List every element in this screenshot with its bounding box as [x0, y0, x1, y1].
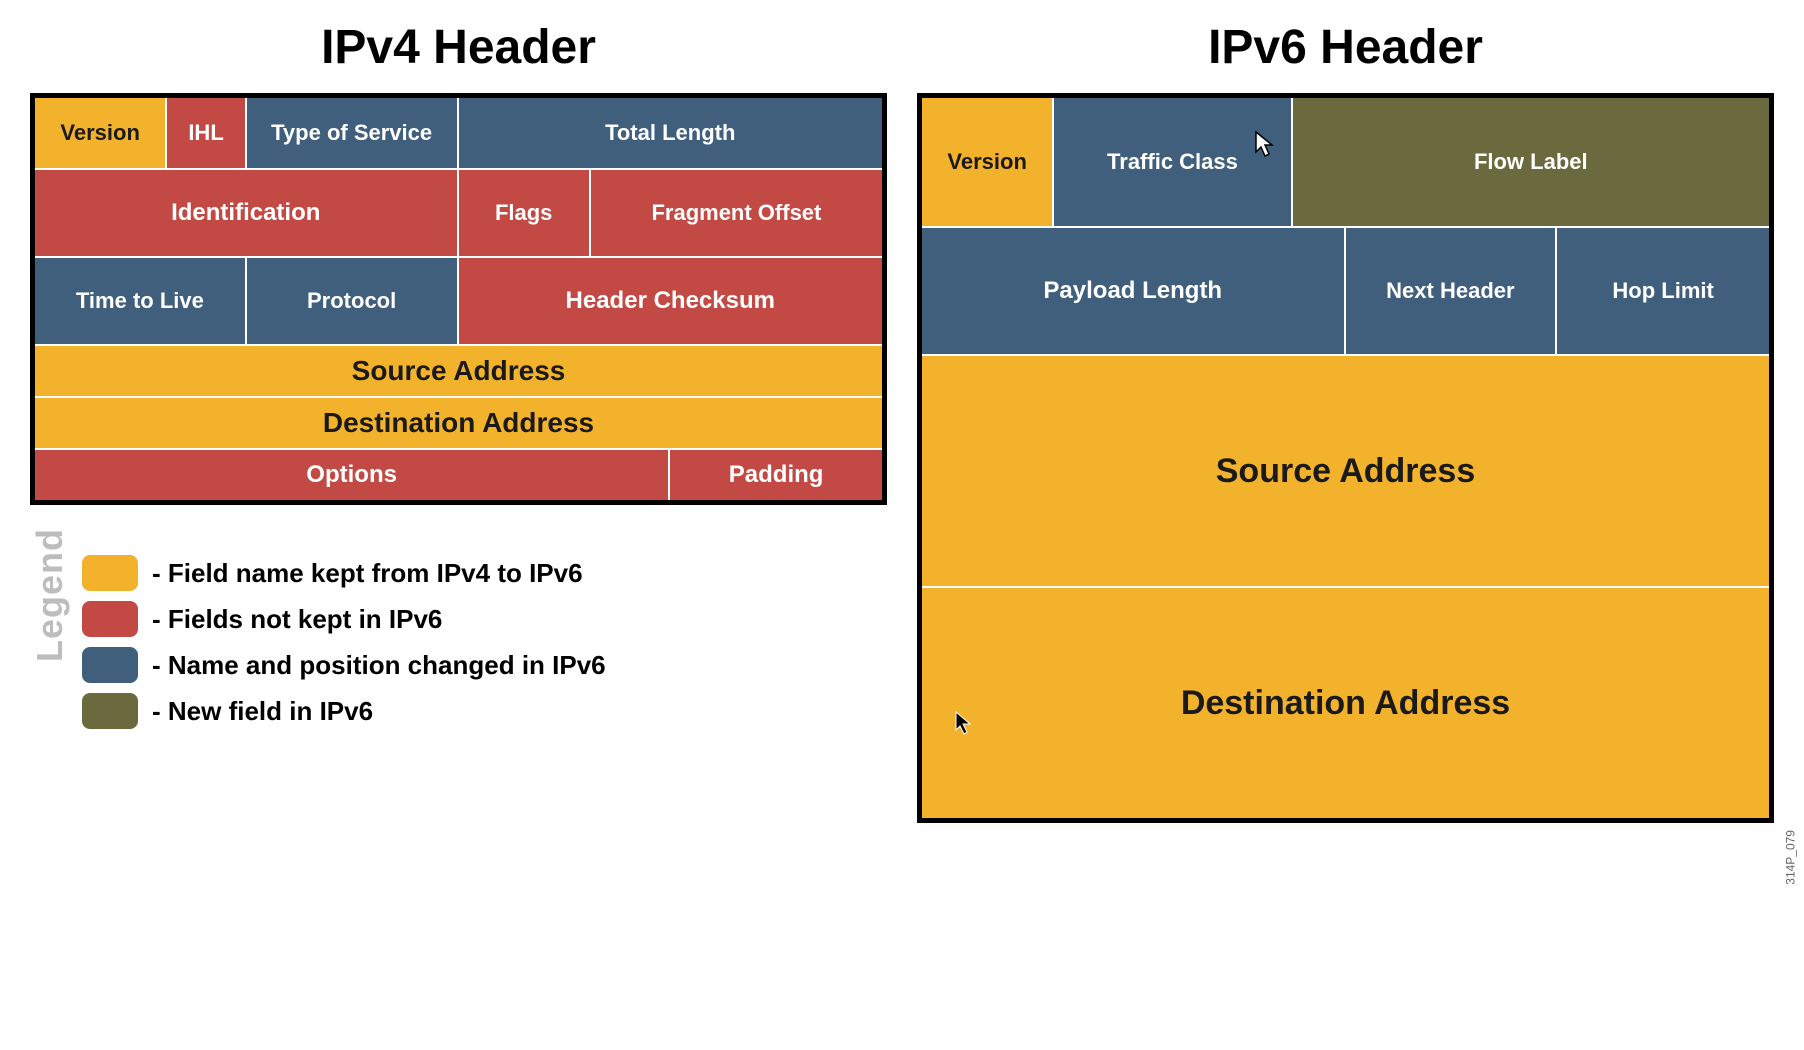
ipv4-field: Header Checksum [459, 258, 883, 344]
ipv6-field: Destination Address [922, 588, 1769, 818]
legend-label: Legend [29, 622, 71, 662]
ipv4-header-box: VersionIHLType of ServiceTotal LengthIde… [30, 93, 887, 505]
ipv4-field: IHL [167, 98, 246, 168]
ipv4-column: IPv4 Header VersionIHLType of ServiceTot… [30, 20, 887, 823]
legend-swatch [82, 693, 138, 729]
ipv4-field: Options [35, 450, 670, 500]
ipv6-row: VersionTraffic ClassFlow Label [922, 98, 1769, 226]
side-code: 314P_079 [1784, 830, 1798, 885]
ipv6-row: Destination Address [922, 586, 1769, 818]
ipv6-header-box: VersionTraffic ClassFlow LabelPayload Le… [917, 93, 1774, 823]
ipv6-field: Source Address [922, 356, 1769, 586]
ipv4-field: Padding [670, 450, 882, 500]
ipv4-row: IdentificationFlagsFragment Offset [35, 168, 882, 256]
ipv6-field: Payload Length [922, 228, 1346, 354]
ipv4-field: Destination Address [35, 398, 882, 448]
legend-text: - Field name kept from IPv4 to IPv6 [152, 558, 583, 589]
ipv6-title: IPv6 Header [917, 20, 1774, 75]
ipv4-title: IPv4 Header [30, 20, 887, 75]
ipv4-field: Type of Service [247, 98, 459, 168]
ipv6-field: Next Header [1346, 228, 1558, 354]
ipv4-field: Version [35, 98, 167, 168]
ipv4-field: Source Address [35, 346, 882, 396]
ipv4-field: Identification [35, 170, 459, 256]
legend-row: - Name and position changed in IPv6 [82, 647, 606, 683]
legend-items: - Field name kept from IPv4 to IPv6 - Fie… [82, 555, 606, 729]
ipv4-field: Protocol [247, 258, 459, 344]
legend-row: - Fields not kept in IPv6 [82, 601, 606, 637]
ipv6-row: Source Address [922, 354, 1769, 586]
ipv6-row: Payload LengthNext HeaderHop Limit [922, 226, 1769, 354]
ipv4-row: VersionIHLType of ServiceTotal Length [35, 98, 882, 168]
ipv6-field: Version [922, 98, 1054, 226]
ipv4-field: Fragment Offset [591, 170, 882, 256]
ipv6-field: Hop Limit [1557, 228, 1769, 354]
ipv6-column: IPv6 Header VersionTraffic ClassFlow Lab… [917, 20, 1774, 823]
ipv4-field: Total Length [459, 98, 883, 168]
ipv4-row: OptionsPadding [35, 448, 882, 500]
ipv4-row: Time to LiveProtocolHeader Checksum [35, 256, 882, 344]
legend-text: - New field in IPv6 [152, 696, 373, 727]
ipv6-field: Flow Label [1293, 98, 1769, 226]
legend-swatch [82, 555, 138, 591]
ipv4-field: Time to Live [35, 258, 247, 344]
ipv6-field: Traffic Class [1054, 98, 1292, 226]
legend: Legend - Field name kept from IPv4 to IP… [30, 555, 887, 729]
ipv4-row: Source Address [35, 344, 882, 396]
legend-swatch [82, 647, 138, 683]
legend-swatch [82, 601, 138, 637]
legend-text: - Name and position changed in IPv6 [152, 650, 606, 681]
legend-row: - Field name kept from IPv4 to IPv6 [82, 555, 606, 591]
ipv4-field: Flags [459, 170, 591, 256]
legend-row: - New field in IPv6 [82, 693, 606, 729]
ipv4-row: Destination Address [35, 396, 882, 448]
legend-text: - Fields not kept in IPv6 [152, 604, 442, 635]
